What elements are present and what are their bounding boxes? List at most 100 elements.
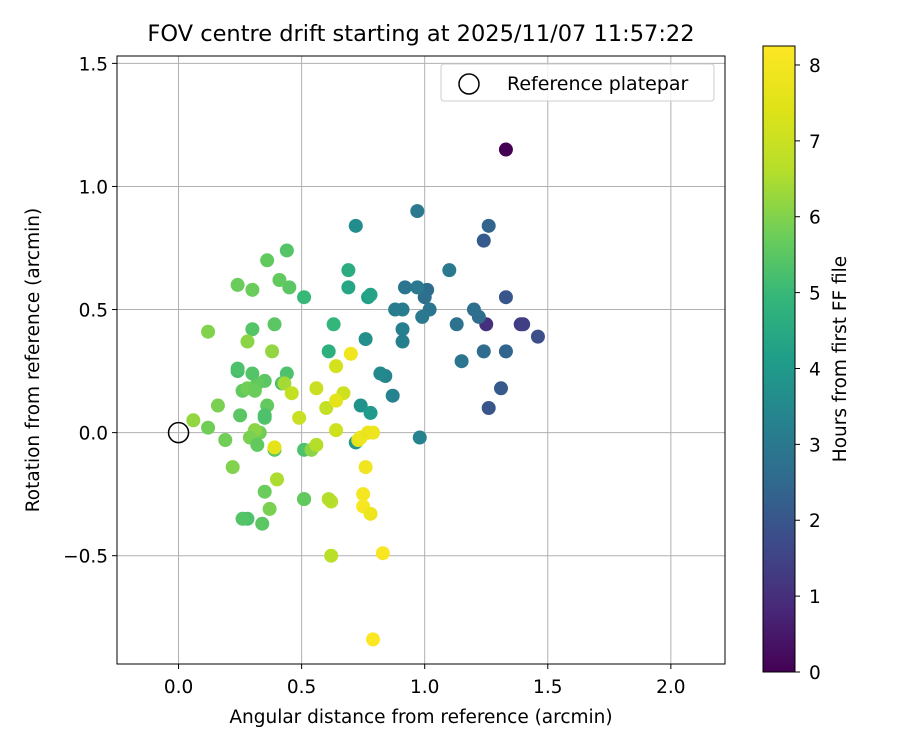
- data-point: [245, 282, 260, 297]
- data-point: [373, 366, 388, 381]
- data-point: [240, 334, 255, 349]
- data-point: [343, 346, 358, 361]
- colorbar-label: Hours from first FF file: [830, 256, 851, 462]
- y-tick-label: 1.0: [79, 177, 108, 198]
- data-point: [272, 273, 287, 287]
- data-point: [255, 516, 270, 531]
- data-point: [277, 376, 292, 391]
- y-tick-label: 0.0: [79, 424, 108, 445]
- data-point: [481, 401, 496, 415]
- data-point: [385, 388, 400, 403]
- data-point: [201, 420, 216, 435]
- colorbar-tick-label: 3: [809, 435, 821, 456]
- y-axis-ticks: −0.5 0.0 0.5 1.0 1.5: [63, 54, 117, 568]
- data-point: [245, 366, 260, 381]
- data-point: [329, 359, 344, 374]
- plot-area: 0.0 0.5 1.0 1.5 2.0 −0.5 0.0 0.5 1.0 1.5: [63, 54, 726, 698]
- data-point: [410, 204, 425, 219]
- data-point: [250, 437, 265, 452]
- data-point: [481, 218, 496, 233]
- data-point: [353, 398, 368, 413]
- data-point: [363, 287, 378, 302]
- data-point: [498, 290, 513, 305]
- colorbar-ticks: 0 1 2 3 4 5 6 7 8: [795, 56, 821, 684]
- data-point: [476, 233, 491, 248]
- data-point: [284, 386, 299, 401]
- chart-title: FOV centre drift starting at 2025/11/07 …: [147, 21, 694, 47]
- data-point: [260, 253, 275, 268]
- axes-frame: [116, 55, 726, 665]
- y-tick-label: 0.5: [79, 301, 108, 322]
- legend-box: [440, 63, 715, 102]
- data-point: [267, 440, 282, 455]
- colorbar-tick-label: 6: [809, 208, 821, 229]
- data-point: [348, 218, 363, 233]
- data-point: [230, 361, 245, 376]
- data-point: [415, 309, 430, 324]
- data-point: [247, 383, 262, 398]
- colorbar-gradient: [762, 45, 796, 673]
- data-point: [230, 277, 245, 292]
- data-point: [398, 280, 412, 295]
- data-point: [363, 506, 378, 521]
- data-point: [279, 243, 294, 258]
- colorbar-tick-label: 1: [809, 587, 821, 608]
- data-point: [210, 398, 225, 413]
- data-point: [366, 425, 380, 440]
- data-point: [454, 354, 469, 369]
- data-point: [201, 324, 216, 339]
- data-point: [494, 381, 508, 396]
- reference-platepar-marker: [167, 421, 190, 444]
- data-points: [186, 142, 545, 647]
- x-tick-label: 2.0: [656, 677, 685, 698]
- data-point: [245, 322, 260, 337]
- data-point: [186, 413, 201, 428]
- data-point: [292, 410, 307, 425]
- data-point: [233, 408, 248, 423]
- legend: Reference platepar: [440, 63, 715, 102]
- x-tick-label: 1.5: [533, 677, 562, 698]
- data-point: [282, 280, 297, 295]
- data-point: [530, 329, 545, 344]
- data-point: [358, 460, 373, 475]
- y-axis-label: Rotation from reference (arcmin): [23, 208, 44, 512]
- data-point: [516, 317, 531, 332]
- data-point: [270, 472, 284, 487]
- data-point: [265, 344, 280, 359]
- x-tick-label: 0.0: [164, 677, 193, 698]
- colorbar: 0 1 2 3 4 5 6 7 8: [762, 45, 821, 684]
- y-tick-label: 1.5: [79, 54, 108, 75]
- data-point: [326, 317, 341, 332]
- x-tick-label: 1.0: [410, 677, 439, 698]
- data-point: [267, 317, 282, 332]
- data-point: [257, 408, 272, 423]
- x-axis-label: Angular distance from reference (arcmin): [229, 707, 612, 728]
- colorbar-tick-label: 5: [809, 284, 821, 305]
- colorbar-tick-label: 0: [809, 663, 821, 684]
- data-point: [358, 332, 373, 347]
- data-point: [442, 263, 457, 278]
- data-point: [321, 344, 336, 359]
- data-point: [309, 437, 324, 452]
- data-point: [366, 632, 380, 647]
- data-point: [235, 511, 250, 526]
- data-point: [324, 548, 339, 563]
- data-point: [388, 302, 403, 317]
- data-point: [449, 317, 464, 332]
- data-point: [410, 280, 425, 295]
- data-point: [466, 302, 481, 317]
- colorbar-tick-label: 2: [809, 511, 821, 532]
- data-point: [476, 344, 491, 359]
- data-point: [309, 381, 324, 396]
- x-axis-ticks: 0.0 0.5 1.0 1.5 2.0: [164, 664, 686, 698]
- x-tick-label: 0.5: [287, 677, 316, 698]
- data-point: [218, 433, 233, 447]
- legend-marker: [458, 73, 480, 95]
- data-point: [329, 423, 344, 438]
- data-point: [262, 501, 277, 516]
- data-point: [498, 344, 513, 359]
- data-point: [341, 280, 356, 295]
- data-point: [341, 263, 356, 278]
- data-point: [363, 405, 378, 420]
